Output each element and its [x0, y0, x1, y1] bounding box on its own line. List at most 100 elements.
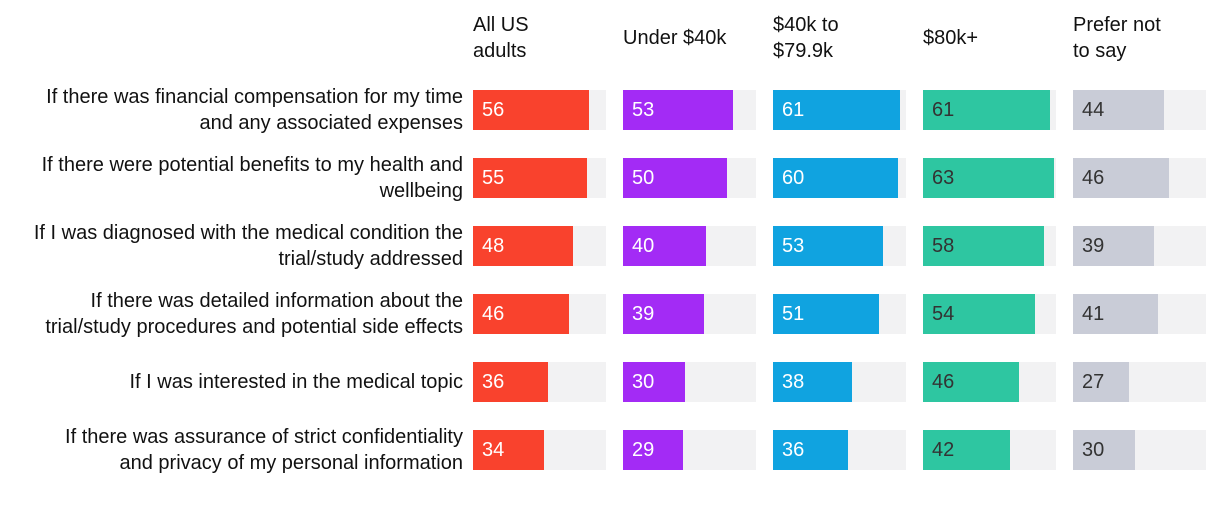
- bar-value: 39: [1082, 235, 1105, 257]
- bar: 56: [473, 90, 590, 130]
- bar-track: 30: [623, 362, 756, 402]
- row-label: If there was financial compensation for …: [46, 86, 463, 134]
- column-header-prefer-not-to-say: Prefer not to say: [1073, 12, 1206, 64]
- bar: 34: [473, 430, 544, 470]
- bar: 38: [773, 362, 852, 402]
- bar-track: 40: [623, 226, 756, 266]
- bar-track: 63: [923, 158, 1056, 198]
- row-label: If I was diagnosed with the medical cond…: [33, 222, 463, 270]
- bar-cell: 55: [473, 158, 606, 198]
- bar-track: 61: [923, 90, 1056, 130]
- bar-cell: 27: [1073, 362, 1206, 402]
- bar-value: 39: [632, 303, 655, 325]
- table-row: If there was financial compensation for …: [0, 76, 1220, 144]
- bar-track: 36: [773, 430, 906, 470]
- bar-value: 46: [482, 303, 505, 325]
- bar-track: 34: [473, 430, 606, 470]
- bar-track: 29: [623, 430, 756, 470]
- bar-cell: 44: [1073, 90, 1206, 130]
- bar-track: 46: [1073, 158, 1206, 198]
- bar: 36: [473, 362, 548, 402]
- table-row: If I was diagnosed with the medical cond…: [0, 212, 1220, 280]
- bar-track: 30: [1073, 430, 1206, 470]
- bar-value: 60: [782, 167, 805, 189]
- bar-cell: 42: [923, 430, 1056, 470]
- table-row: If I was interested in the medical topic…: [0, 348, 1220, 416]
- bar: 27: [1073, 362, 1130, 402]
- column-header-label: Prefer not to say: [1073, 14, 1161, 62]
- bar-value: 27: [1082, 371, 1105, 393]
- bar: 46: [923, 362, 1019, 402]
- bar-cell: 36: [773, 430, 906, 470]
- bar-value: 30: [1082, 439, 1105, 461]
- bar-cell: 53: [623, 90, 756, 130]
- bar-track: 51: [773, 294, 906, 334]
- bar: 53: [623, 90, 734, 130]
- bar: 58: [923, 226, 1044, 266]
- bar-value: 53: [782, 235, 805, 257]
- bar: 29: [623, 430, 684, 470]
- bar-value: 46: [1082, 167, 1105, 189]
- row-label: If I was interested in the medical topic: [129, 371, 464, 393]
- column-header-all-us-adults: All US adults: [473, 12, 606, 64]
- bar: 44: [1073, 90, 1165, 130]
- bar-track: 39: [623, 294, 756, 334]
- bar-value: 40: [632, 235, 655, 257]
- bar: 30: [623, 362, 686, 402]
- bar-value: 30: [632, 371, 655, 393]
- bar-value: 29: [632, 439, 655, 461]
- bar-cell: 30: [1073, 430, 1206, 470]
- bar-value: 58: [932, 235, 955, 257]
- column-header-under-40k: Under $40k: [623, 25, 756, 51]
- bar: 51: [773, 294, 879, 334]
- bar-track: 53: [623, 90, 756, 130]
- bar-value: 56: [482, 99, 505, 121]
- bar-track: 39: [1073, 226, 1206, 266]
- column-header-40k-to-79k: $40k to $79.9k: [773, 12, 906, 64]
- table-row: If there was detailed information about …: [0, 280, 1220, 348]
- bar: 41: [1073, 294, 1159, 334]
- bar-value: 46: [932, 371, 955, 393]
- bar-track: 46: [473, 294, 606, 334]
- bar: 63: [923, 158, 1054, 198]
- row-label: If there was assurance of strict confide…: [65, 426, 463, 474]
- bar-cell: 38: [773, 362, 906, 402]
- bar-cell: 56: [473, 90, 606, 130]
- grouped-bar-chart: All US adults Under $40k $40k to $79.9k …: [0, 12, 1220, 474]
- bar-cell: 30: [623, 362, 756, 402]
- column-header-label: All US adults: [473, 14, 529, 62]
- bar-track: 38: [773, 362, 906, 402]
- bar-cell: 48: [473, 226, 606, 266]
- bar: 55: [473, 158, 588, 198]
- bar-track: 46: [923, 362, 1056, 402]
- bar-value: 50: [632, 167, 655, 189]
- bar-cell: 40: [623, 226, 756, 266]
- bar: 54: [923, 294, 1036, 334]
- bar: 39: [623, 294, 705, 334]
- bar-value: 48: [482, 235, 505, 257]
- bar-cell: 61: [773, 90, 906, 130]
- bar-cell: 63: [923, 158, 1056, 198]
- bar-value: 51: [782, 303, 805, 325]
- bar-value: 36: [782, 439, 805, 461]
- bar-cell: 51: [773, 294, 906, 334]
- bar-value: 55: [482, 167, 505, 189]
- row-label: If there were potential benefits to my h…: [41, 154, 463, 202]
- bar-value: 36: [482, 371, 505, 393]
- bar: 60: [773, 158, 898, 198]
- bar-cell: 39: [1073, 226, 1206, 266]
- bar: 42: [923, 430, 1011, 470]
- column-header-80k-plus: $80k+: [923, 25, 1056, 51]
- bar-track: 58: [923, 226, 1056, 266]
- bar-track: 60: [773, 158, 906, 198]
- bar-track: 61: [773, 90, 906, 130]
- bar: 30: [1073, 430, 1136, 470]
- bar-cell: 53: [773, 226, 906, 266]
- bar: 46: [473, 294, 569, 334]
- bar-track: 36: [473, 362, 606, 402]
- column-header-label: $80k+: [923, 27, 979, 49]
- bar-cell: 39: [623, 294, 756, 334]
- bar: 46: [1073, 158, 1169, 198]
- bar: 40: [623, 226, 707, 266]
- bar: 39: [1073, 226, 1155, 266]
